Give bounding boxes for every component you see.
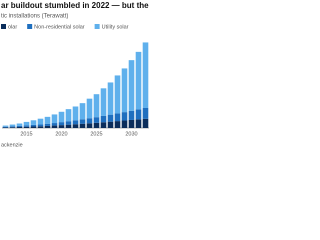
bar-segment xyxy=(135,51,142,110)
bar-segment xyxy=(44,116,51,124)
bar-segment xyxy=(65,124,72,128)
bar-segment xyxy=(9,126,16,128)
bar-segment xyxy=(86,123,93,128)
bar-segment xyxy=(58,111,65,123)
legend-swatch xyxy=(94,24,100,29)
x-tick-label: 2020 xyxy=(55,131,67,137)
bar-segment xyxy=(51,125,58,128)
bar-segment xyxy=(107,114,114,122)
bar-segment xyxy=(72,120,79,125)
bar-segment xyxy=(142,42,149,108)
bar-segment xyxy=(142,118,149,128)
bar-segment xyxy=(51,123,58,126)
bar-segment xyxy=(121,68,128,113)
bar-segment xyxy=(107,82,114,115)
bar-segment xyxy=(58,125,65,128)
bar-segment xyxy=(51,114,58,124)
bar-segment xyxy=(9,127,16,128)
bar-segment xyxy=(114,75,121,114)
bar-segment xyxy=(2,125,9,127)
bar-segment xyxy=(128,119,135,128)
bar-segment xyxy=(86,98,93,119)
x-tick-label: 2015 xyxy=(20,131,32,137)
bar-segment xyxy=(30,126,37,128)
bar-segment xyxy=(9,124,16,127)
bar-segment xyxy=(128,110,135,120)
bar-segment xyxy=(65,109,72,122)
bar-segment xyxy=(114,121,121,128)
chart-subtitle: tic installations (Terawatt) xyxy=(1,14,68,20)
bar-segment xyxy=(100,88,107,116)
x-tick-label: 2030 xyxy=(125,131,137,137)
x-tick-label: 2025 xyxy=(90,131,102,137)
bar-segment xyxy=(23,125,30,127)
bar-segment xyxy=(121,120,128,128)
bar-segment xyxy=(30,124,37,127)
bar-segment xyxy=(121,112,128,121)
bar-segment xyxy=(16,123,23,126)
bar-segment xyxy=(72,106,79,121)
bar-segment xyxy=(79,123,86,128)
bar-segment xyxy=(93,94,100,118)
chart-title: ar buildout stumbled in 2022 — but the f… xyxy=(1,1,150,10)
bar-segment xyxy=(37,124,44,127)
legend-label: Utility solar xyxy=(102,24,129,30)
bar-segment xyxy=(114,113,121,122)
bar-segment xyxy=(86,118,93,124)
bar-segment xyxy=(16,126,23,128)
bar-segment xyxy=(79,119,86,124)
bar-segment xyxy=(65,121,72,125)
bar-segment xyxy=(135,119,142,128)
bar-segment xyxy=(44,125,51,128)
bar-segment xyxy=(142,107,149,119)
legend-swatch xyxy=(27,24,33,29)
bar-segment xyxy=(107,121,114,128)
bar-segment xyxy=(79,103,86,120)
legend-label: Non-residential solar xyxy=(34,24,85,30)
bar-segment xyxy=(23,121,30,126)
bar-segment xyxy=(30,120,37,125)
bar-segment xyxy=(58,122,65,126)
bar-segment xyxy=(93,122,100,128)
legend-swatch xyxy=(1,24,6,29)
bar-segment xyxy=(23,126,30,128)
bar-segment xyxy=(2,127,9,128)
source: ackenzie xyxy=(1,142,23,148)
bar-segment xyxy=(2,126,9,128)
chart: ar buildout stumbled in 2022 — but the f… xyxy=(1,1,150,148)
bar-segment xyxy=(44,123,51,126)
bar-segment xyxy=(93,117,100,123)
bar-segment xyxy=(37,126,44,128)
bar-segment xyxy=(100,122,107,128)
bar-segment xyxy=(37,118,44,125)
legend-label: olar xyxy=(8,24,17,30)
bar-segment xyxy=(128,60,135,111)
bar-segment xyxy=(16,125,23,127)
bar-segment xyxy=(135,109,142,120)
bar-segment xyxy=(72,124,79,128)
bar-segment xyxy=(100,115,107,123)
